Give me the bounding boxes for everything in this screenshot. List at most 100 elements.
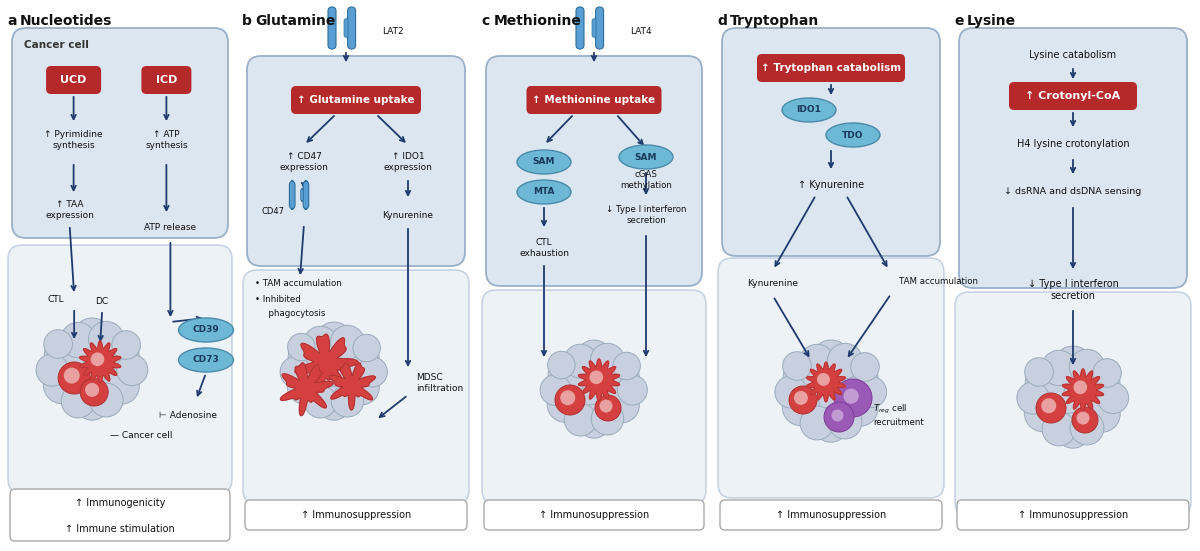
Circle shape	[805, 366, 857, 418]
Circle shape	[547, 386, 583, 423]
FancyBboxPatch shape	[592, 19, 596, 37]
Circle shape	[116, 354, 148, 386]
Text: CD39: CD39	[193, 326, 220, 334]
FancyBboxPatch shape	[482, 290, 706, 504]
Circle shape	[44, 329, 72, 358]
Circle shape	[73, 318, 112, 357]
Polygon shape	[578, 359, 619, 401]
Polygon shape	[79, 341, 121, 383]
Text: ↑ Pyrimidine
synthesis: ↑ Pyrimidine synthesis	[44, 130, 103, 150]
FancyBboxPatch shape	[959, 28, 1187, 288]
FancyBboxPatch shape	[344, 19, 348, 37]
Text: phagocytosis: phagocytosis	[263, 310, 325, 318]
FancyBboxPatch shape	[1009, 82, 1138, 110]
Circle shape	[1042, 412, 1076, 446]
FancyBboxPatch shape	[142, 66, 192, 94]
Circle shape	[1084, 396, 1121, 432]
Circle shape	[1072, 407, 1098, 433]
Circle shape	[832, 409, 844, 422]
Circle shape	[304, 326, 337, 360]
Text: a: a	[7, 14, 17, 28]
FancyBboxPatch shape	[292, 86, 421, 114]
Text: CTL: CTL	[48, 295, 65, 305]
Circle shape	[353, 334, 380, 361]
Text: cGAS
methylation: cGAS methylation	[620, 170, 672, 190]
Circle shape	[331, 385, 364, 417]
Text: ↑ Immunosuppression: ↑ Immunosuppression	[301, 510, 412, 520]
FancyBboxPatch shape	[595, 7, 604, 49]
Circle shape	[36, 354, 68, 386]
Text: MDSC
infiltration: MDSC infiltration	[416, 373, 463, 393]
Circle shape	[1076, 412, 1090, 425]
Circle shape	[89, 321, 124, 356]
Ellipse shape	[517, 180, 571, 204]
FancyBboxPatch shape	[46, 66, 101, 94]
Circle shape	[310, 347, 359, 397]
FancyBboxPatch shape	[245, 500, 467, 530]
Text: DC: DC	[96, 298, 109, 306]
Circle shape	[589, 370, 604, 384]
Text: LAT4: LAT4	[630, 28, 652, 36]
Circle shape	[828, 405, 862, 439]
Text: b: b	[242, 14, 252, 28]
Polygon shape	[329, 363, 376, 410]
Circle shape	[548, 356, 587, 395]
Circle shape	[600, 399, 612, 413]
Circle shape	[344, 370, 379, 405]
FancyBboxPatch shape	[12, 28, 228, 238]
Circle shape	[564, 344, 598, 378]
Text: SAM: SAM	[635, 153, 658, 161]
Text: H4 lysine crotonylation: H4 lysine crotonylation	[1016, 139, 1129, 149]
Text: • TAM accumulation: • TAM accumulation	[256, 278, 342, 288]
FancyBboxPatch shape	[10, 489, 230, 541]
Circle shape	[80, 378, 108, 406]
Text: ↑ TAA
expression: ↑ TAA expression	[46, 201, 94, 220]
Text: • Inhibited: • Inhibited	[256, 295, 301, 305]
Circle shape	[784, 356, 823, 397]
Circle shape	[1025, 358, 1054, 386]
Text: LAT2: LAT2	[382, 28, 403, 36]
Ellipse shape	[782, 98, 836, 122]
Text: CD47: CD47	[262, 208, 284, 217]
Circle shape	[800, 406, 834, 440]
Text: ICD: ICD	[156, 75, 178, 85]
Text: ↓ Type I interferon
secretion: ↓ Type I interferon secretion	[606, 206, 686, 225]
Text: Methionine: Methionine	[494, 14, 582, 28]
Text: ↑ Immunosuppression: ↑ Immunosuppression	[539, 510, 649, 520]
Circle shape	[824, 402, 854, 432]
Circle shape	[569, 365, 619, 415]
FancyBboxPatch shape	[301, 189, 304, 201]
Text: TDO: TDO	[842, 131, 864, 139]
Circle shape	[74, 385, 110, 420]
Circle shape	[288, 338, 328, 377]
Circle shape	[89, 383, 124, 417]
FancyBboxPatch shape	[328, 7, 336, 49]
Text: ↑ Methionine uptake: ↑ Methionine uptake	[533, 95, 655, 105]
FancyBboxPatch shape	[8, 245, 232, 493]
Circle shape	[592, 403, 624, 435]
Circle shape	[103, 368, 139, 404]
Circle shape	[775, 376, 808, 408]
Text: ↑ ATP
synthesis: ↑ ATP synthesis	[145, 130, 187, 150]
Text: ↑ Glutamine uptake: ↑ Glutamine uptake	[298, 95, 415, 105]
Circle shape	[1025, 395, 1062, 432]
FancyBboxPatch shape	[720, 500, 942, 530]
FancyBboxPatch shape	[527, 86, 661, 114]
Circle shape	[790, 386, 817, 414]
Circle shape	[834, 379, 872, 417]
Circle shape	[577, 404, 611, 438]
Circle shape	[618, 375, 647, 405]
Text: UCD: UCD	[60, 75, 86, 85]
Circle shape	[839, 359, 878, 397]
Circle shape	[112, 331, 140, 359]
FancyBboxPatch shape	[247, 56, 466, 266]
FancyBboxPatch shape	[718, 258, 944, 498]
Circle shape	[844, 388, 859, 404]
Circle shape	[44, 334, 85, 375]
Polygon shape	[806, 362, 845, 402]
Text: CTL
exhaustion: CTL exhaustion	[520, 238, 569, 258]
Circle shape	[811, 340, 851, 379]
Circle shape	[595, 395, 622, 421]
Polygon shape	[281, 363, 334, 415]
Circle shape	[100, 337, 139, 375]
